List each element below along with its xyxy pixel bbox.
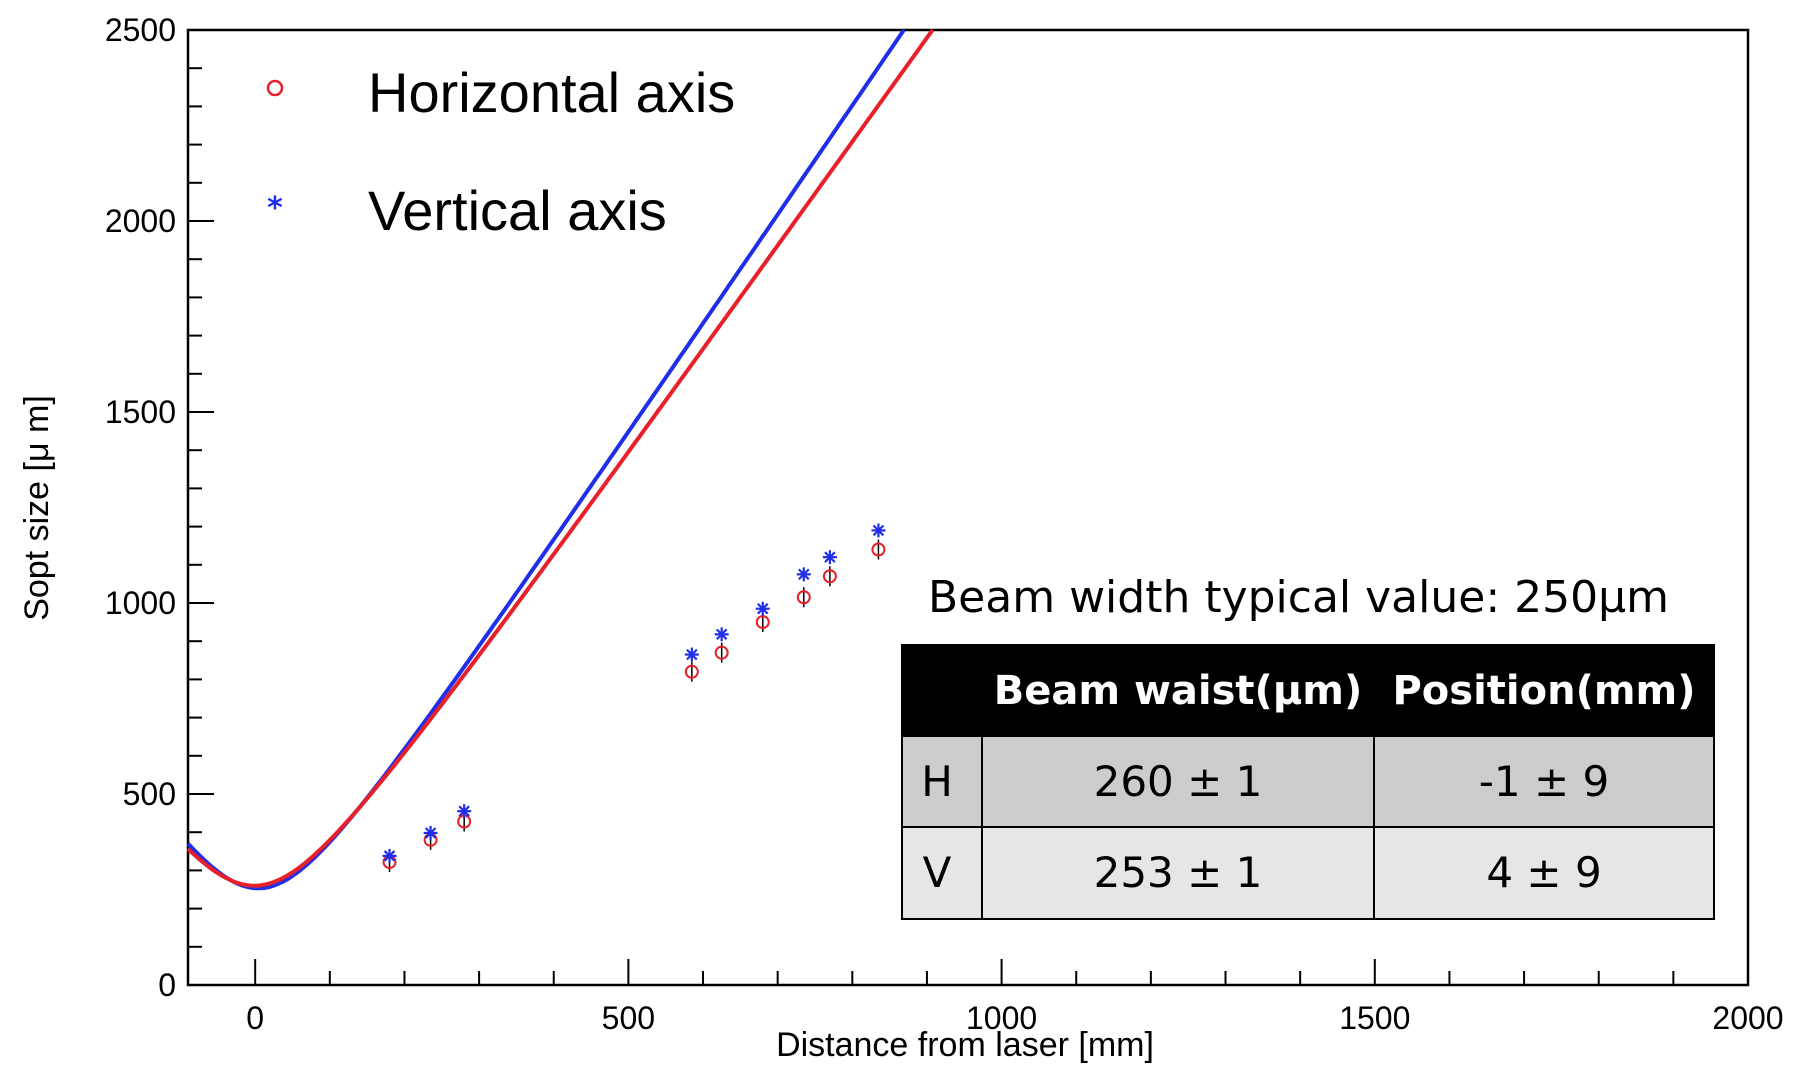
vertical-point [457,804,472,819]
legend: Horizontal axis * Vertical axis [266,61,735,242]
legend-marker-vertical: * [267,191,283,226]
x-tick-label: 1500 [1339,1000,1410,1036]
horizontal-point [796,590,811,605]
y-axis-title: Sopt size [μ m] [18,395,56,621]
horizontal-point [714,645,729,660]
horizontal-point [822,569,837,584]
info-title: Beam width typical value: 250μm [928,572,1669,623]
horizontal-point [755,615,770,630]
fit-curves [186,28,935,891]
plot-frame [186,28,1750,987]
x-axis-ticks: 0 500 1000 1500 2000 [246,959,1784,1036]
vertical-point [755,601,770,616]
legend-label-vertical: Vertical axis [368,179,667,242]
x-tick-label: 500 [602,1000,655,1036]
table-cell-v-waist: 253 ± 1 [1094,848,1263,897]
horizontal-point [871,542,886,557]
vertical-point [796,567,811,582]
x-tick-label: 1000 [966,1000,1037,1036]
legend-marker-horizontal [266,79,284,97]
vertical-point [714,627,729,642]
table-cell-h-label: H [921,757,953,806]
y-tick-label: 500 [123,776,176,812]
fit-curve-vertical [186,28,906,891]
x-axis-title: Distance from laser [mm] [776,1026,1154,1064]
vertical-point [822,550,837,565]
y-tick-label: 2500 [105,12,176,48]
y-tick-label: 1500 [105,394,176,430]
table-header-waist: Beam waist(μm) [994,668,1362,714]
vertical-point [382,848,397,863]
table-row-v [902,827,1714,919]
table-header-row [902,645,1714,737]
table-cell-h-position: -1 ± 9 [1479,757,1610,806]
table-border [901,644,1715,920]
fit-curve-horizontal [186,28,935,888]
legend-label-horizontal: Horizontal axis [368,61,735,124]
data-points [382,523,886,872]
vertical-point [871,523,886,538]
table-row-h [902,737,1714,827]
horizontal-point [684,664,699,679]
y-tick-label: 0 [158,967,176,1003]
y-tick-label: 1000 [105,585,176,621]
table-header-position: Position(mm) [1392,668,1695,714]
table-cell-v-position: 4 ± 9 [1486,848,1601,897]
y-tick-label: 2000 [105,203,176,239]
beam-info-annotation: Beam width typical value: 250μm Beam wai… [901,572,1715,920]
table-cell-h-waist: 260 ± 1 [1094,757,1263,806]
x-tick-label: 0 [246,1000,264,1036]
table-cell-v-label: V [923,848,952,897]
vertical-point [423,825,438,840]
vertical-point [684,647,699,662]
x-tick-label: 2000 [1712,1000,1783,1036]
y-axis-ticks: 0 500 1000 1500 2000 2500 [105,12,214,1003]
